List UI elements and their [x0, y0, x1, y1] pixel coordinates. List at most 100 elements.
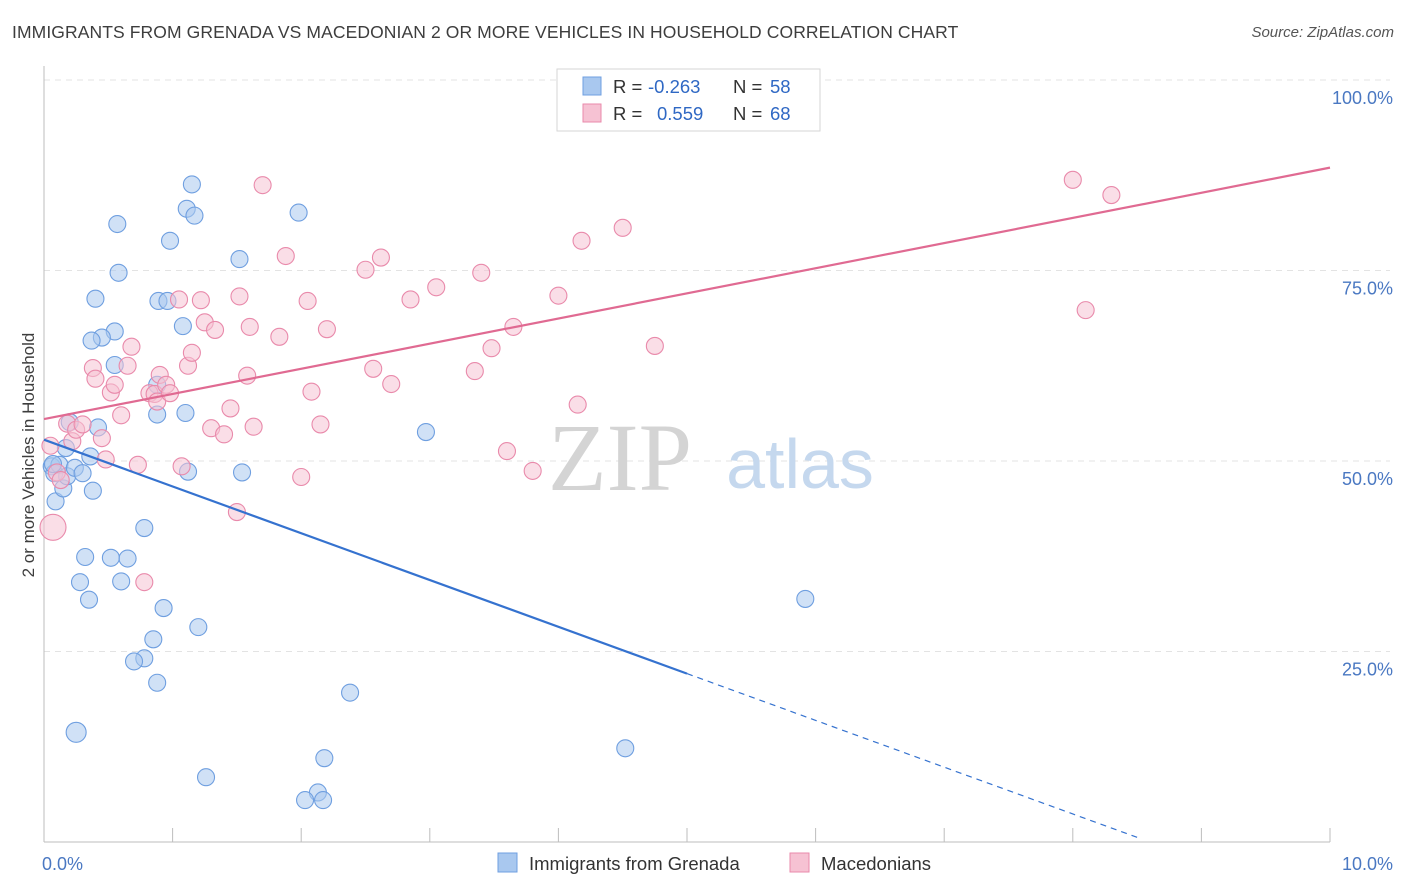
point-blue-17 — [86, 289, 105, 308]
point-pink-55 — [482, 339, 501, 358]
y-tick-label-2: 50.0% — [1342, 469, 1393, 489]
point-pink-63 — [645, 336, 664, 355]
point-pink-33 — [221, 399, 240, 418]
point-blue-41 — [79, 590, 99, 609]
point-pink-47 — [356, 260, 375, 279]
point-pink-39 — [253, 176, 272, 195]
point-pink-56 — [497, 442, 517, 461]
y-tick-label-1: 75.0% — [1342, 279, 1393, 299]
x-tick-labels: 0.0% 10.0% — [42, 854, 1393, 874]
trend-line-pink — [43, 166, 1331, 421]
point-pink-38 — [244, 417, 263, 436]
point-blue-48 — [341, 683, 360, 702]
legend-r-label-2: R = — [613, 103, 642, 124]
point-blue-19 — [108, 214, 127, 234]
point-pink-8 — [86, 369, 105, 388]
legend-n-value-1: 58 — [770, 76, 791, 97]
point-pink-24 — [169, 290, 189, 309]
x-tick-label-0: 0.0% — [42, 854, 83, 874]
trend-line-blue — [43, 438, 688, 675]
point-blue-31 — [230, 250, 249, 269]
point-pink-65 — [1076, 301, 1095, 320]
point-blue-55 — [296, 791, 315, 810]
stats-legend: R = -0.263 N = 58 R = 0.559 N = 68 — [556, 68, 821, 132]
point-pink-59 — [549, 286, 568, 305]
point-pink-61 — [572, 231, 591, 250]
point-pink-31 — [205, 320, 225, 339]
point-blue-36 — [101, 548, 120, 567]
point-pink-51 — [401, 290, 420, 309]
point-blue-39 — [70, 573, 90, 592]
point-pink-27 — [182, 343, 201, 362]
axes — [43, 66, 1331, 843]
point-pink-17 — [135, 573, 154, 592]
point-blue-50 — [65, 721, 87, 743]
point-pink-37 — [240, 317, 259, 336]
point-pink-14 — [118, 356, 137, 375]
point-blue-44 — [144, 630, 163, 649]
point-pink-46 — [317, 320, 336, 339]
grid-lines — [44, 79, 1390, 652]
legend-n-label-1: N = — [733, 76, 762, 97]
point-pink-32 — [214, 425, 234, 444]
point-blue-30 — [160, 231, 180, 250]
point-blue-29 — [185, 206, 204, 225]
point-pink-6 — [73, 415, 92, 434]
point-blue-52 — [315, 749, 334, 768]
watermark: ZIP atlas — [548, 404, 874, 511]
point-blue-16 — [82, 331, 101, 350]
point-pink-66 — [1102, 186, 1121, 205]
point-pink-2 — [51, 470, 70, 490]
legend-n-label-2: N = — [733, 103, 762, 124]
trend-lines — [43, 166, 1331, 838]
point-blue-53 — [196, 768, 216, 787]
point-pink-12 — [105, 375, 124, 394]
point-pink-49 — [371, 248, 390, 267]
point-pink-9 — [92, 429, 111, 448]
point-blue-34 — [416, 422, 435, 442]
series-legend: Immigrants from Grenada Macedonians — [497, 852, 931, 874]
point-blue-49 — [796, 589, 815, 608]
data-points — [39, 170, 1121, 810]
legend-swatch-pink — [582, 103, 602, 123]
point-pink-43 — [298, 291, 317, 311]
point-blue-32 — [232, 463, 252, 482]
legend-r-value-1: -0.263 — [648, 76, 700, 97]
y-tick-label-3: 25.0% — [1342, 660, 1393, 680]
point-pink-60 — [568, 395, 587, 414]
legend-n-value-2: 68 — [770, 103, 791, 124]
legend-swatch-blue — [582, 76, 602, 96]
point-pink-45 — [311, 415, 330, 434]
point-pink-48 — [364, 359, 383, 378]
point-blue-51 — [616, 739, 635, 758]
y-tick-labels: 100.0% 75.0% 50.0% 25.0% — [1332, 88, 1393, 680]
point-pink-35 — [230, 287, 249, 306]
point-pink-42 — [292, 467, 311, 487]
point-pink-53 — [465, 362, 484, 381]
chart-title: IMMIGRANTS FROM GRENADA VS MACEDONIAN 2 … — [12, 22, 959, 42]
series-label-grenada: Immigrants from Grenada — [529, 853, 740, 874]
point-pink-40 — [270, 327, 289, 346]
point-pink-58 — [523, 461, 542, 480]
chart-source: Source: ZipAtlas.com — [1251, 24, 1394, 41]
point-blue-43 — [189, 618, 208, 637]
point-blue-37 — [118, 549, 137, 568]
point-pink-62 — [613, 218, 632, 237]
watermark-atlas: atlas — [726, 425, 874, 503]
point-pink-25 — [172, 457, 191, 476]
y-tick-label-0: 100.0% — [1332, 88, 1393, 108]
point-pink-0 — [39, 513, 67, 541]
point-blue-56 — [314, 791, 333, 810]
legend-r-value-2: 0.559 — [657, 103, 703, 124]
y-axis-label: 2 or more Vehicles in Household — [19, 333, 38, 578]
series-swatch-blue — [497, 852, 518, 873]
watermark-zip: ZIP — [548, 404, 692, 511]
point-blue-18 — [109, 263, 128, 282]
point-pink-50 — [382, 374, 401, 394]
point-blue-33 — [289, 203, 308, 222]
trend-line-blue-dashed — [686, 673, 1138, 838]
point-blue-40 — [112, 572, 131, 591]
point-pink-13 — [112, 406, 131, 425]
series-label-macedonians: Macedonians — [821, 853, 931, 874]
